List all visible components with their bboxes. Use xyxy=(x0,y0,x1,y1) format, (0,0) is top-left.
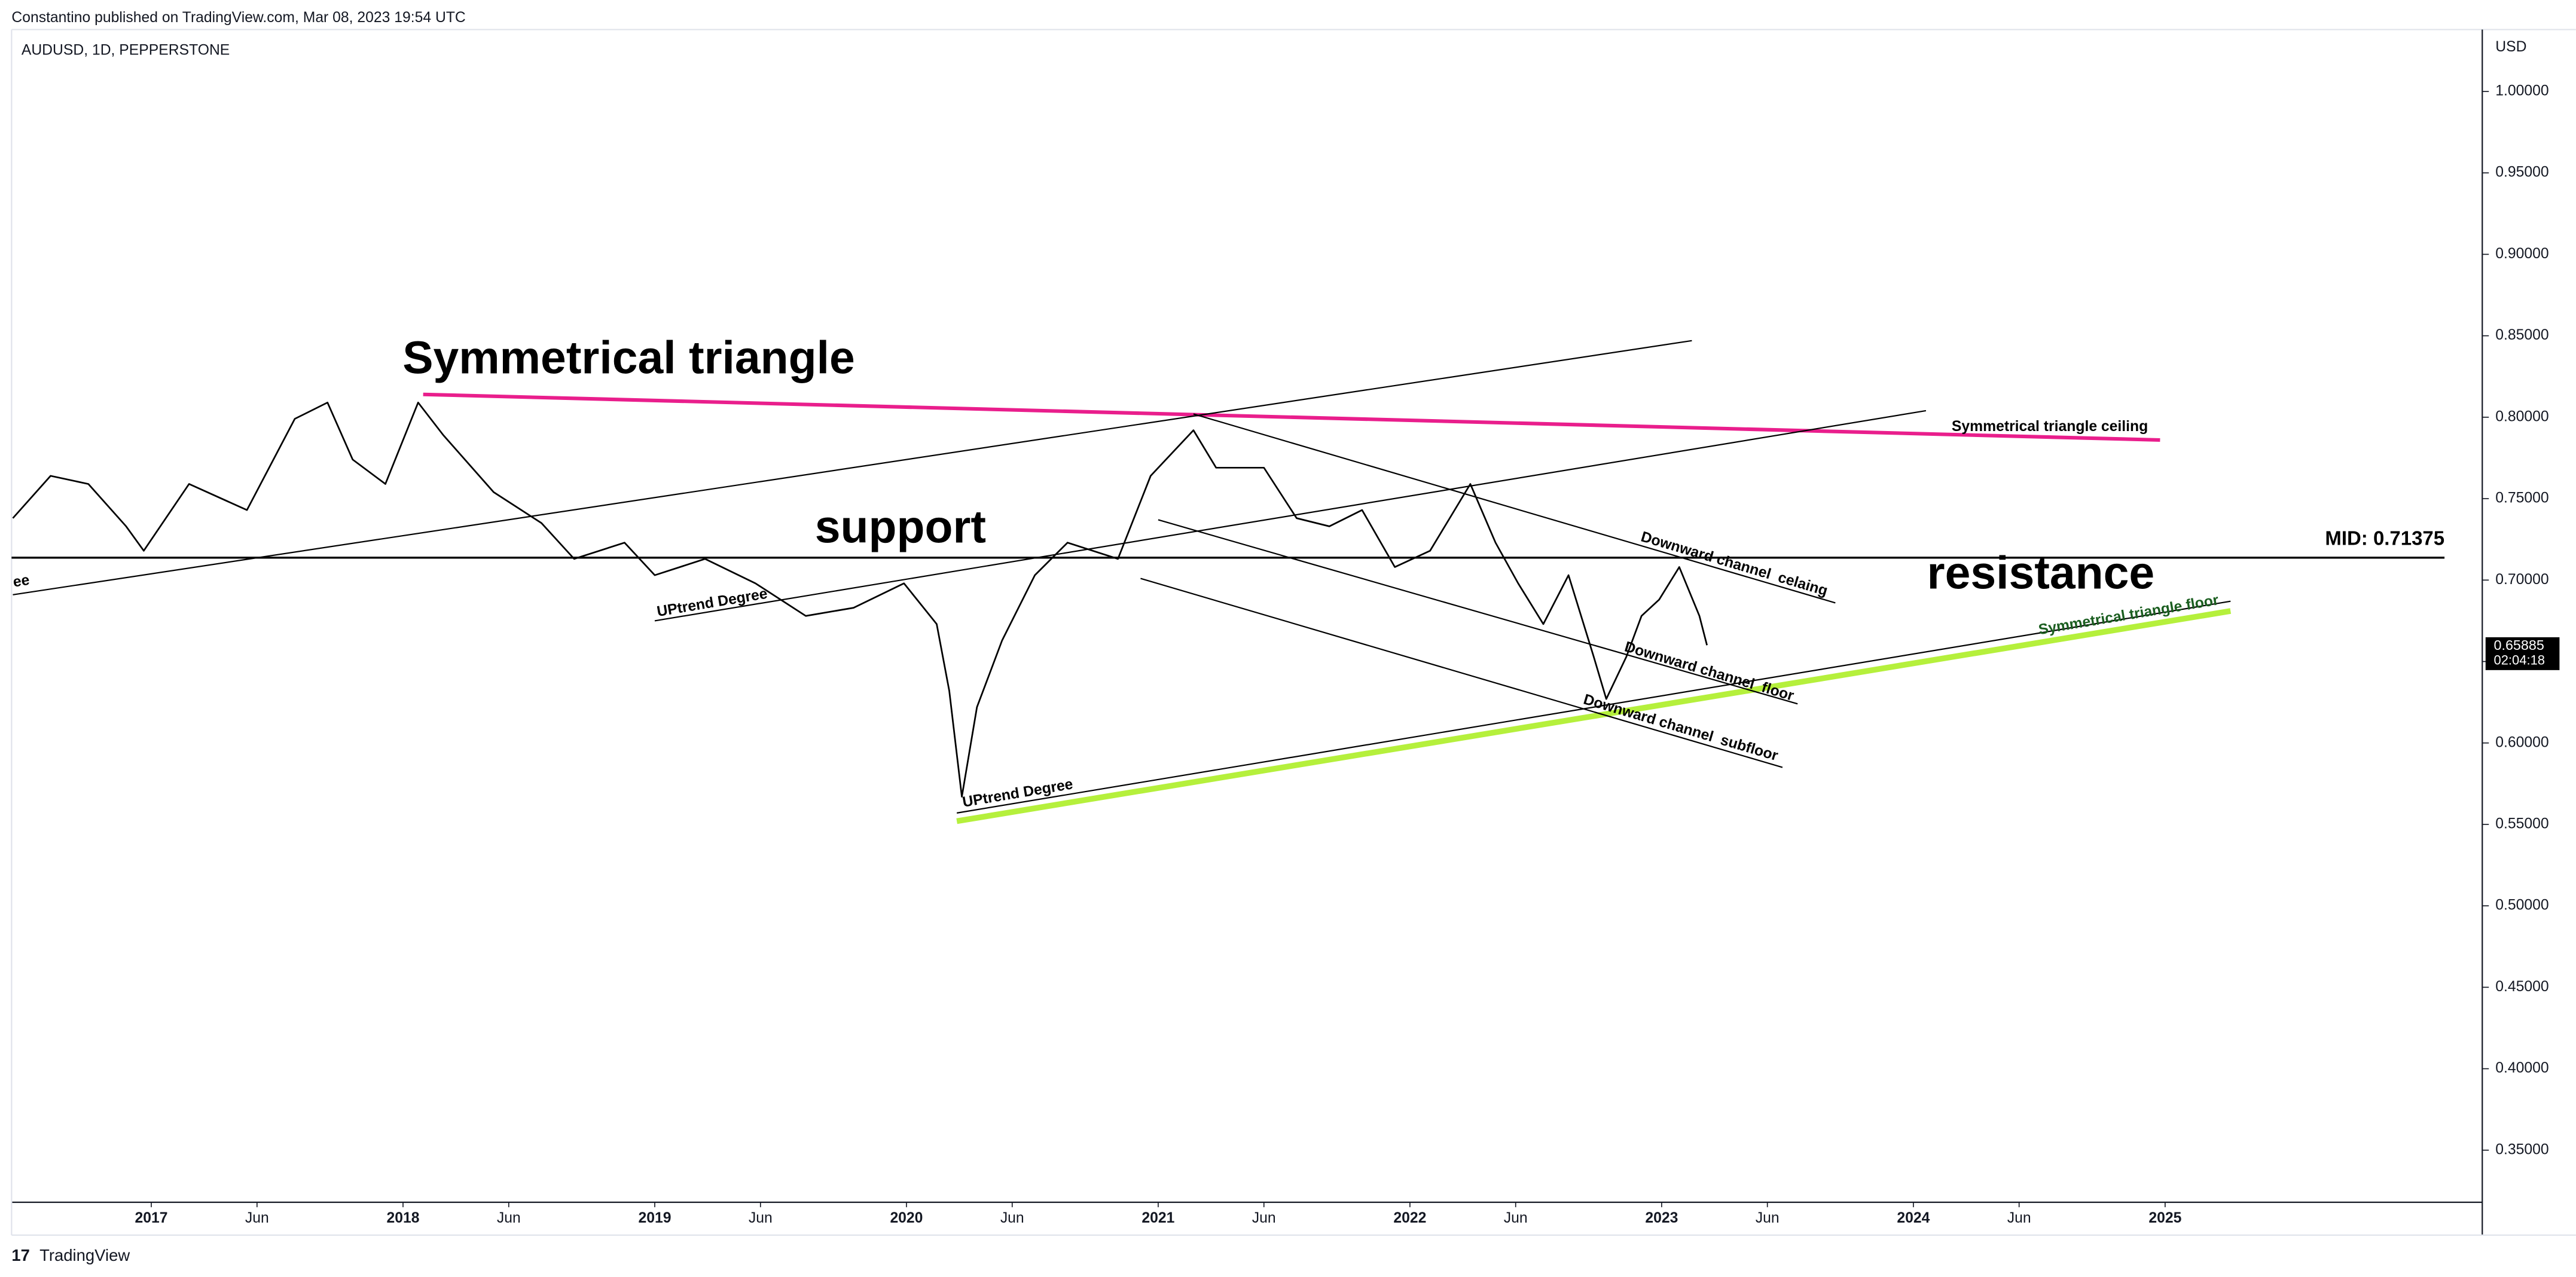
y-tick-label: 0.70000 xyxy=(2495,572,2548,588)
x-tick-label: Jun xyxy=(2007,1210,2031,1226)
trend-line xyxy=(13,340,1692,595)
trend-line xyxy=(956,608,2232,824)
annotation: support xyxy=(815,502,986,553)
currency: USD xyxy=(2495,39,2526,55)
x-tick-label: 2023 xyxy=(1645,1210,1678,1226)
mid-label: MID: 0.71375 xyxy=(2325,527,2444,549)
x-tick-label: 2017 xyxy=(135,1210,168,1226)
trend-line xyxy=(1193,413,1836,604)
trend-label: Downward channel celaing xyxy=(1639,528,1829,599)
y-tick-label: 1.00000 xyxy=(2495,83,2548,99)
x-tick-label: 2018 xyxy=(386,1210,419,1226)
price-line xyxy=(12,401,1708,798)
logo: 17 xyxy=(11,1246,30,1264)
trend-line xyxy=(1158,519,1798,705)
y-tick-label: 0.90000 xyxy=(2495,246,2548,262)
x-tick-label: 2020 xyxy=(890,1210,923,1226)
trend-label: ee xyxy=(12,572,30,591)
x-tick-label: Jun xyxy=(497,1210,521,1226)
trend-label: Symmetrical triangle ceiling xyxy=(1952,418,2148,435)
symbol: AUDUSD, 1D, PEPPERSTONE xyxy=(22,42,230,59)
brand-name: TradingView xyxy=(39,1246,130,1264)
x-tick-label: Jun xyxy=(1756,1210,1780,1226)
x-tick-label: 2019 xyxy=(638,1210,671,1226)
x-tick-label: 2024 xyxy=(1897,1210,1930,1226)
annotation: Symmetrical triangle xyxy=(402,332,855,384)
y-tick-label: 0.55000 xyxy=(2495,815,2548,832)
y-tick-label: 0.45000 xyxy=(2495,979,2548,995)
trend-line xyxy=(1140,578,1783,768)
trend-line xyxy=(654,410,1927,622)
x-tick-label: Jun xyxy=(1000,1210,1024,1226)
y-tick-label: 0.95000 xyxy=(2495,164,2548,181)
x-tick-label: Jun xyxy=(1504,1210,1528,1226)
y-tick-label: 0.40000 xyxy=(2495,1060,2548,1076)
y-tick-label: 0.50000 xyxy=(2495,897,2548,914)
y-tick-label: 0.60000 xyxy=(2495,734,2548,750)
countdown: 02:04:18 xyxy=(2493,653,2545,668)
trend-label: UPtrend Degree xyxy=(656,586,769,620)
y-tick-label: 0.35000 xyxy=(2495,1141,2548,1157)
y-tick-label: 0.85000 xyxy=(2495,327,2548,343)
y-tick-label: 0.80000 xyxy=(2495,408,2548,424)
x-tick-label: 2021 xyxy=(1142,1210,1174,1226)
brand: 17 TradingView xyxy=(11,1246,130,1264)
price-box xyxy=(2485,637,2560,670)
x-tick-label: Jun xyxy=(1252,1210,1276,1226)
publisher: Constantino published on TradingView.com… xyxy=(11,10,465,26)
x-tick-label: Jun xyxy=(245,1210,269,1226)
x-tick-label: 2022 xyxy=(1393,1210,1426,1226)
trend-line xyxy=(956,600,2231,814)
x-tick-label: Jun xyxy=(749,1210,773,1226)
last-price: 0.65885 xyxy=(2493,637,2544,653)
x-tick-label: 2025 xyxy=(2148,1210,2181,1226)
y-tick-label: 0.75000 xyxy=(2495,490,2548,506)
trend-line xyxy=(423,392,2160,442)
annotation: resistance xyxy=(1927,548,2155,599)
